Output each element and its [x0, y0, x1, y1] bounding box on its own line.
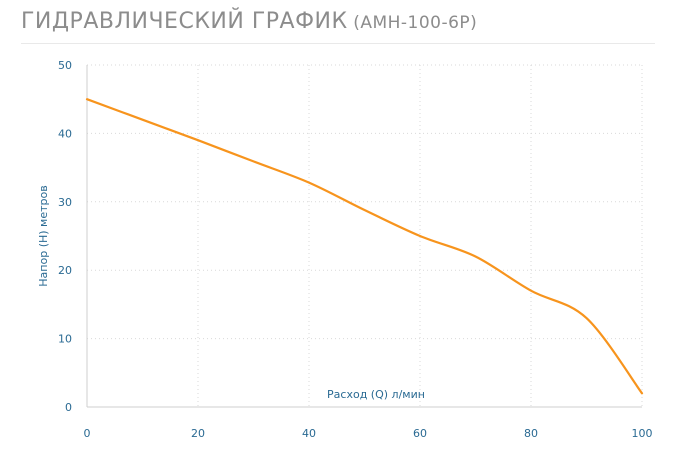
y-tick-label: 30 — [58, 196, 72, 209]
series-line — [85, 98, 644, 395]
y-tick-label: 10 — [58, 333, 72, 346]
x-tick-label: 20 — [191, 427, 205, 440]
x-tick-label: 40 — [302, 427, 316, 440]
y-tick-label: 40 — [58, 127, 72, 140]
x-tick-label: 60 — [413, 427, 427, 440]
chart-title-main: ГИДРАВЛИЧЕСКИЙ ГРАФИК — [21, 9, 348, 34]
chart-title: ГИДРАВЛИЧЕСКИЙ ГРАФИК (АМН-100-6Р) — [21, 9, 477, 34]
x-tick-label: 100 — [632, 427, 653, 440]
x-tick-labels: 0 20 40 60 80 100 — [84, 427, 653, 440]
y-tick-labels: 0 10 20 30 40 50 — [58, 59, 72, 414]
x-axis-label: Расход (Q) л/мин — [327, 388, 425, 401]
axes — [86, 65, 642, 408]
x-tick-label: 0 — [84, 427, 91, 440]
chart-title-model: (АМН-100-6Р) — [353, 13, 478, 33]
y-tick-label: 50 — [58, 59, 72, 72]
y-tick-label: 20 — [58, 264, 72, 277]
y-axis-label: Напор (H) метров — [37, 185, 50, 286]
x-tick-label: 80 — [524, 427, 538, 440]
grid-lines — [87, 64, 643, 407]
title-divider — [21, 43, 655, 44]
y-tick-label: 0 — [65, 401, 72, 414]
